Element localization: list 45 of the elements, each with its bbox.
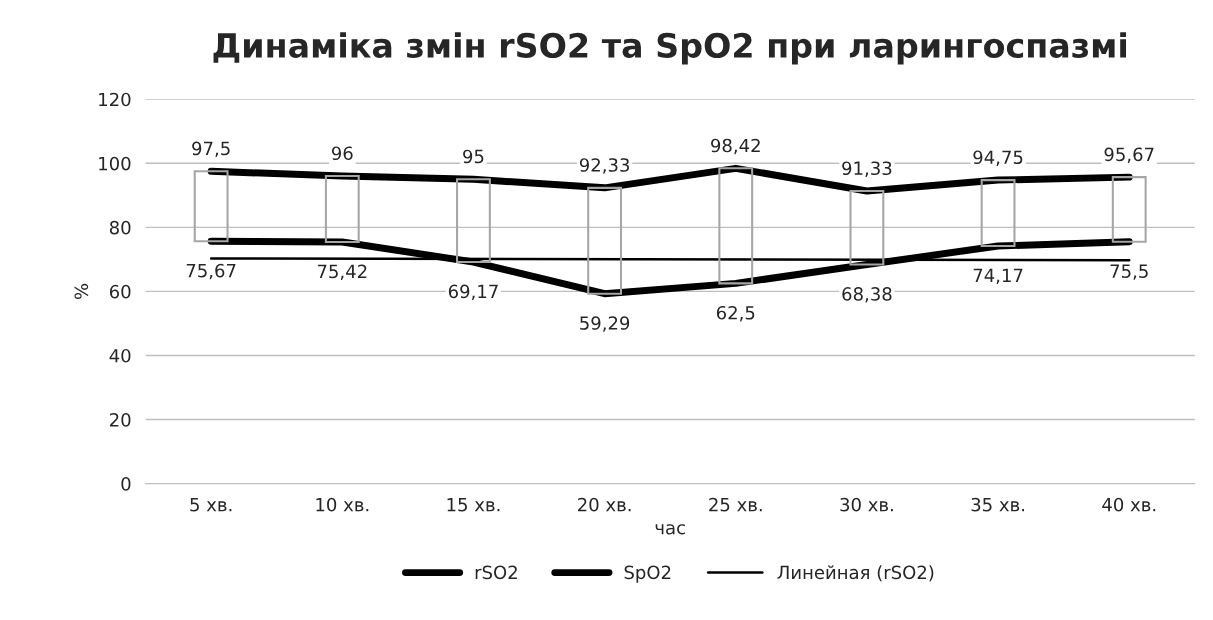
- bar: [980, 179, 1016, 248]
- y-tick-label: 0: [121, 477, 131, 491]
- data-label: 95,67: [1104, 147, 1154, 163]
- bar: [718, 167, 754, 285]
- chart-title: Динаміка змін rSO2 та SpO2 при ларингоспазмі: [213, 32, 1127, 65]
- x-tick-label: 15 хв.: [447, 498, 500, 512]
- bar: [324, 175, 360, 244]
- data-label: 75,5: [1110, 264, 1148, 280]
- y-tick-label: 40: [109, 348, 131, 363]
- data-label: 91,33: [842, 161, 892, 177]
- data-label: 69,17: [448, 284, 498, 301]
- data-label: 75,42: [317, 264, 367, 281]
- data-label: 74,17: [973, 268, 1023, 285]
- data-label: 96: [331, 146, 353, 161]
- bar: [456, 178, 491, 264]
- x-tick-label: 20 хв.: [578, 497, 631, 512]
- x-tick-label: 25 хв.: [709, 497, 762, 512]
- y-tick-label: 80: [109, 220, 131, 235]
- x-tick-label: 30 хв.: [840, 497, 893, 512]
- x-tick-label: 5 хв.: [190, 498, 232, 512]
- data-label: 95: [463, 149, 484, 164]
- y-tick-label: 100: [99, 156, 131, 171]
- bar: [587, 186, 623, 295]
- legend-label: Линейная (rSO2): [777, 565, 934, 582]
- data-label: 59,29: [580, 316, 630, 332]
- y-tick-label: 20: [110, 412, 131, 427]
- legend-label: SpO2: [624, 565, 671, 583]
- data-label: 68,38: [842, 287, 892, 303]
- x-tick-label: 10 хв.: [316, 497, 369, 512]
- x-tick-label: 40 хв.: [1102, 497, 1156, 512]
- x-tick-label: 35 хв.: [971, 497, 1025, 512]
- legend-label: rSO2: [475, 565, 517, 580]
- bar: [193, 170, 229, 243]
- data-label: 94,75: [973, 150, 1023, 166]
- data-label: 97,5: [192, 141, 230, 158]
- data-label: 98,42: [711, 138, 760, 155]
- bar: [1111, 176, 1147, 243]
- data-label: 62,5: [716, 305, 755, 322]
- x-axis-title: час: [655, 524, 685, 535]
- data-label: 92,33: [579, 158, 629, 174]
- y-tick-label: 120: [99, 92, 131, 107]
- data-label: 75,67: [186, 263, 236, 280]
- y-axis-title: %: [74, 283, 89, 299]
- bar: [849, 190, 885, 266]
- y-tick-label: 60: [109, 284, 131, 299]
